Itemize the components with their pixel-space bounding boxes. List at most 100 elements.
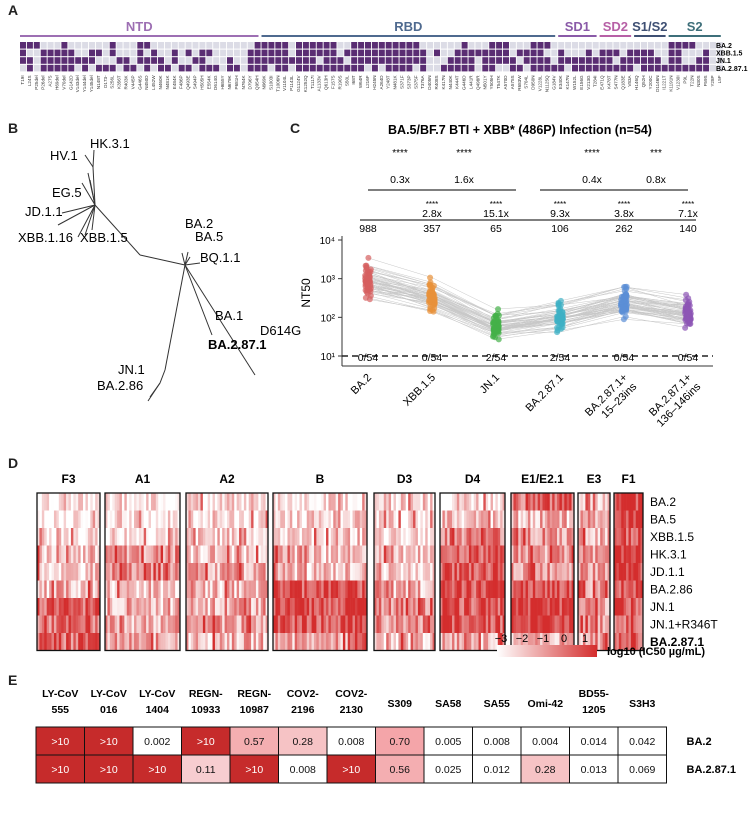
mutation-cell xyxy=(385,49,392,57)
heatmap-cell xyxy=(518,493,521,511)
ic50-cell xyxy=(617,754,667,784)
heatmap-cell xyxy=(70,580,74,599)
heatmap-cell xyxy=(129,615,132,634)
heatmap-cell xyxy=(413,528,416,546)
heatmap-cell xyxy=(582,580,586,599)
heatmap-cell xyxy=(309,615,312,634)
mutation-cell xyxy=(199,42,206,49)
tree-branch xyxy=(91,204,96,231)
heatmap-cell xyxy=(105,633,108,651)
heatmap-cell xyxy=(618,563,622,581)
heatmap-cell xyxy=(492,598,496,616)
heatmap-cell xyxy=(459,598,462,616)
heatmap-cell xyxy=(323,545,327,564)
heatmap-cell xyxy=(432,615,436,634)
heatmap-cell xyxy=(333,580,336,599)
heatmap-cell xyxy=(124,615,128,634)
heatmap-cell xyxy=(459,510,462,529)
mutation-cell xyxy=(233,64,240,72)
mutation-cell xyxy=(344,57,351,64)
heatmap-cell xyxy=(53,528,57,546)
mutation-cell xyxy=(413,42,420,49)
heatmap-cell xyxy=(70,510,74,529)
heatmap-cell xyxy=(490,615,494,634)
heatmap-cell xyxy=(117,510,120,529)
mutation-cell xyxy=(213,49,220,57)
mutation-cell xyxy=(54,57,61,64)
heatmap-cell xyxy=(280,493,283,511)
heatmap-cell xyxy=(217,545,221,564)
heatmap-cell xyxy=(430,633,433,651)
legend-tick: −1 xyxy=(537,633,550,645)
heatmap-cell xyxy=(500,615,503,634)
mutation-label: N30S xyxy=(696,75,701,87)
antibody-ic50-table: LY-CoV555LY-CoV016LY-CoV1404REGN-10933RE… xyxy=(35,688,736,784)
mutation-cell xyxy=(344,42,351,49)
tree-branch xyxy=(92,166,96,206)
heatmap-cell xyxy=(44,633,47,651)
heatmap-cell xyxy=(633,563,637,581)
heatmap-cell xyxy=(335,528,339,546)
heatmap-cell xyxy=(61,545,64,564)
heatmap-cell xyxy=(571,563,575,581)
heatmap-cell xyxy=(121,563,125,581)
heatmap-cell xyxy=(391,633,394,651)
heatmap-cell xyxy=(408,510,411,529)
ic50-value: 0.28 xyxy=(293,736,314,748)
heatmap-cell xyxy=(117,528,120,546)
heatmap-cell xyxy=(207,615,211,634)
tree-label: BA.2.86 xyxy=(97,378,143,393)
heatmap-cell xyxy=(39,615,43,634)
heatmap-cell xyxy=(466,493,470,511)
heatmap-cell xyxy=(109,563,113,581)
heatmap-cell xyxy=(109,615,113,634)
heatmap-cell xyxy=(80,563,84,581)
heatmap-cell xyxy=(231,510,235,529)
x-tick-label: BA.2.87.1 xyxy=(523,372,566,415)
heatmap-cell xyxy=(56,580,60,599)
heatmap-cell xyxy=(403,580,407,599)
heatmap-cell xyxy=(97,545,101,564)
mutation-cell xyxy=(420,57,427,64)
heatmap-cell xyxy=(338,528,341,546)
heatmap-cell xyxy=(163,545,166,564)
heatmap-cell xyxy=(347,493,351,511)
heatmap-cell xyxy=(167,545,171,564)
heatmap-cell xyxy=(253,528,257,546)
heatmap-cell xyxy=(628,545,632,564)
heatmap-cell xyxy=(447,633,450,651)
heatmap-cell xyxy=(289,545,293,564)
heatmap-cell xyxy=(44,598,47,616)
heatmap-cell xyxy=(275,580,279,599)
heatmap-cell xyxy=(571,615,575,634)
mutation-label: K147N xyxy=(565,75,570,89)
heatmap-cell xyxy=(289,493,293,511)
heatmap-cell xyxy=(600,528,603,546)
heatmap-cell xyxy=(374,545,377,564)
heatmap-cell xyxy=(478,598,482,616)
mutation-label: V143del xyxy=(75,75,80,92)
mutation-cell xyxy=(516,57,523,64)
heatmap-cell xyxy=(525,580,529,599)
heatmap-cell xyxy=(46,580,50,599)
mutation-cell xyxy=(482,42,489,49)
heatmap-cell xyxy=(350,563,353,581)
heatmap-cell xyxy=(386,510,389,529)
heatmap-cell xyxy=(231,493,235,511)
heatmap-cell xyxy=(597,493,601,511)
heatmap-cell xyxy=(297,580,300,599)
heatmap-cell xyxy=(87,563,91,581)
mutation-cell xyxy=(282,42,289,49)
mutation-cell xyxy=(647,42,654,49)
heatmap-cell xyxy=(219,510,223,529)
mutation-cell xyxy=(247,57,254,64)
heatmap-cell xyxy=(515,615,519,634)
heatmap-cell xyxy=(547,563,551,581)
heatmap-cell xyxy=(37,615,40,634)
heatmap-cell xyxy=(527,563,531,581)
heatmap-cell xyxy=(222,633,225,651)
heatmap-cell xyxy=(255,633,259,651)
ic50-cell xyxy=(520,726,570,756)
heatmap-cell xyxy=(422,563,426,581)
heatmap-cell xyxy=(393,545,397,564)
